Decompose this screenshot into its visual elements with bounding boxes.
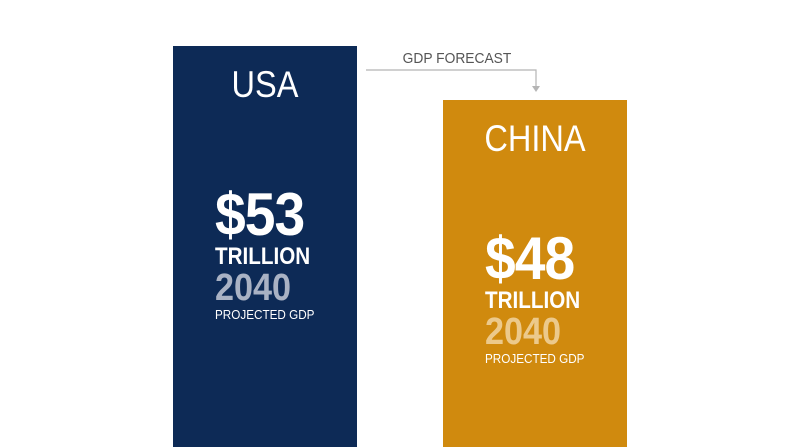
usa-caption-label: PROJECTED GDP (215, 307, 315, 322)
usa-year-label: 2040 (215, 267, 292, 309)
usa-value-label: $53 (215, 181, 305, 248)
china-caption-label: PROJECTED GDP (485, 351, 585, 366)
usa-unit-label: TRILLION (215, 243, 311, 270)
china-unit-label: TRILLION (485, 287, 581, 314)
china-year-label: 2040 (485, 311, 562, 353)
bar-label-usa: USA (231, 64, 299, 105)
chart-title: GDP FORECAST (402, 50, 512, 67)
bar-usa: USA $53 TRILLION 2040 PROJECTED GDP (173, 46, 357, 447)
china-stat-block: $48 TRILLION 2040 PROJECTED GDP (485, 225, 596, 368)
china-value-label: $48 (485, 225, 575, 292)
bar-china: CHINA $48 TRILLION 2040 PROJECTED GDP (443, 100, 627, 447)
usa-stat-block: $53 TRILLION 2040 PROJECTED GDP (215, 181, 326, 324)
bar-label-china: CHINA (484, 118, 586, 159)
